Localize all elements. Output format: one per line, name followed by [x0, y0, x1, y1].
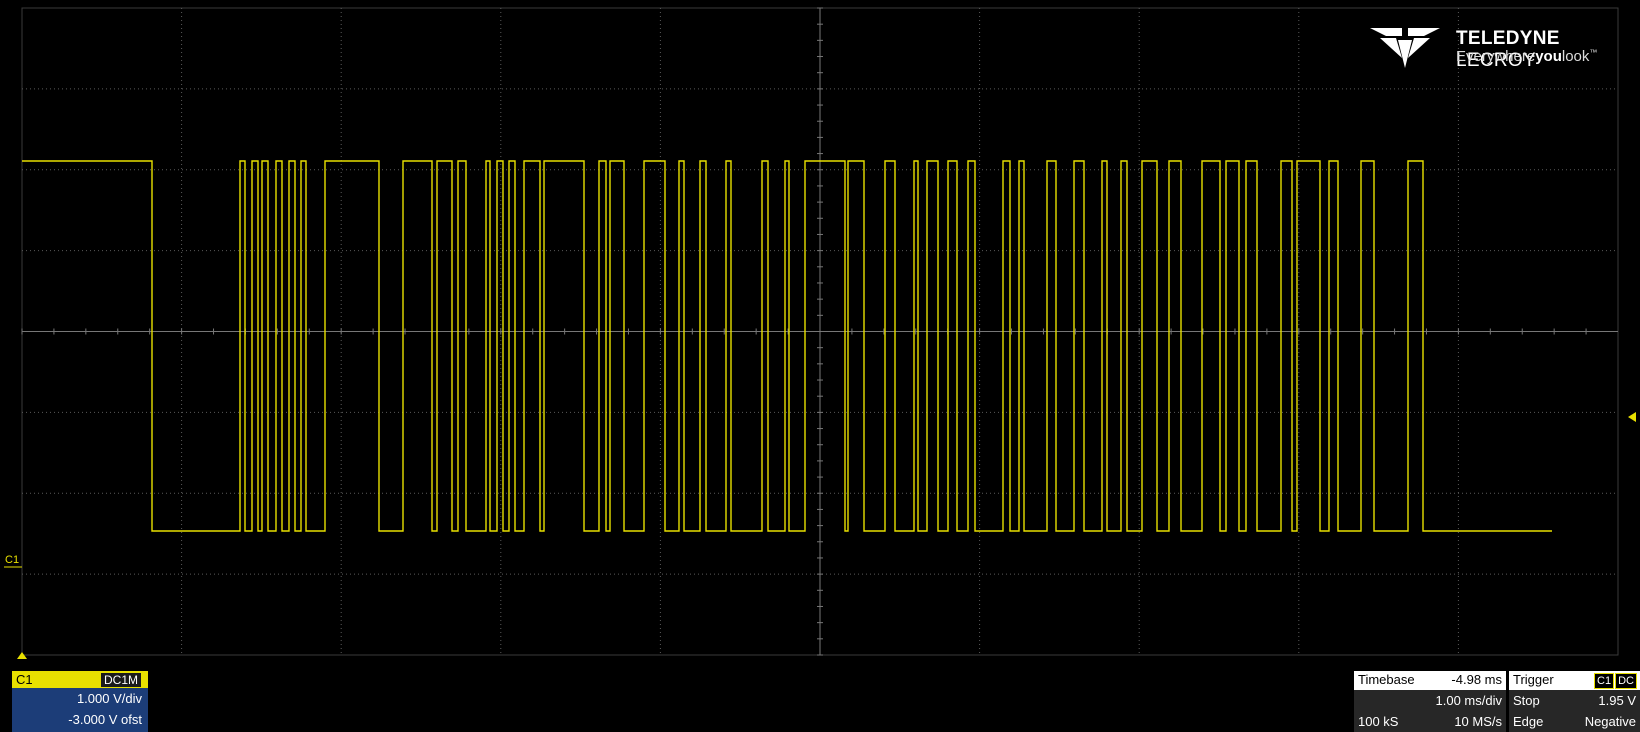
center-axes: [21, 7, 1618, 656]
channel-coupling-badge: DC1M: [99, 672, 142, 688]
teledyne-lecroy-logo: TELEDYNE LECROY Everywhereyoulook™: [1362, 24, 1622, 74]
volts-per-div: 1.000 V/div: [76, 691, 142, 706]
trigger-slope: Negative: [1584, 714, 1636, 729]
channel-1-trace: [22, 160, 1552, 532]
timebase-delay: -4.98 ms: [1451, 672, 1502, 687]
trigger-position-marker[interactable]: [17, 652, 27, 659]
brand-name: TELEDYNE LECROY: [1456, 28, 1560, 71]
timebase-label: Timebase: [1358, 672, 1415, 687]
trigger-descriptor[interactable]: Trigger C1 DC Stop 1.95 V Edge Negative: [1509, 671, 1640, 732]
trigger-header[interactable]: Trigger C1 DC: [1509, 671, 1640, 690]
trigger-level-marker[interactable]: [1628, 412, 1636, 422]
teledyne-logo-icon: [1370, 28, 1440, 68]
vertical-offset: -3.000 V ofst: [68, 712, 142, 727]
trigger-level: 1.95 V: [1598, 693, 1636, 708]
brand-tagline: Everywhereyoulook™: [1456, 48, 1598, 65]
timebase-header[interactable]: Timebase -4.98 ms: [1354, 671, 1506, 690]
channel-1-header[interactable]: C1 DC1M: [12, 671, 148, 688]
trigger-label: Trigger: [1513, 672, 1554, 687]
trigger-type: Edge: [1513, 714, 1544, 729]
trigger-mode: Stop: [1513, 693, 1540, 708]
time-per-div: 1.00 ms/div: [1435, 693, 1502, 708]
sample-rate: 10 MS/s: [1454, 714, 1502, 729]
channel-1-ground-marker: C1: [4, 554, 22, 568]
sample-count: 100 kS: [1358, 714, 1399, 729]
channel-marker-label: C1: [5, 554, 19, 566]
channel-label: C1: [16, 672, 33, 687]
channel-1-descriptor[interactable]: C1 DC1M 1.000 V/div -3.000 V ofst: [12, 671, 148, 732]
timebase-descriptor[interactable]: Timebase -4.98 ms 1.00 ms/div 100 kS 10 …: [1354, 671, 1506, 732]
trigger-source-badge: C1 DC: [1593, 673, 1637, 689]
